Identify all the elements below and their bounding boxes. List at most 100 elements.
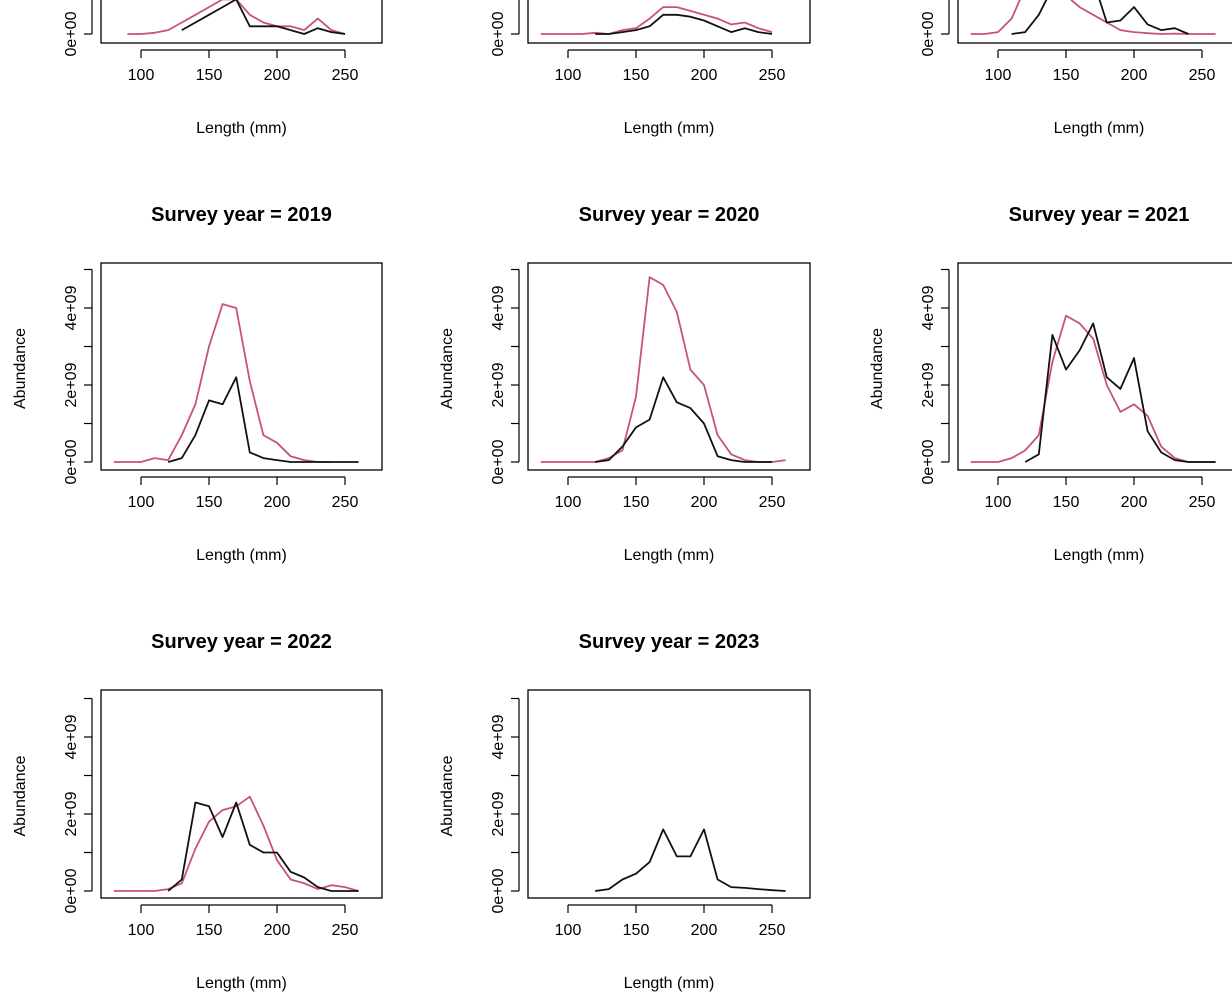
- x-tick-label: 200: [264, 67, 291, 84]
- x-tick-label: 250: [759, 922, 786, 939]
- panel-5: Survey year = 2020 100 150 200 250 Length (mm…: [439, 204, 811, 564]
- black-series-line: [595, 13, 773, 35]
- plot-frame: [100, 262, 383, 471]
- y-tick-label: 2e+09: [63, 362, 80, 407]
- x-tick-label: 150: [623, 494, 650, 511]
- panel-title: Survey year = 2022: [151, 631, 332, 653]
- x-tick-label: 250: [759, 494, 786, 511]
- red-series-line: [113, 303, 332, 463]
- black-series-line: [167, 801, 359, 892]
- x-tick-label: 200: [264, 494, 291, 511]
- black-series-line: [595, 376, 772, 463]
- plot-frame: [957, 0, 1232, 44]
- x-tick-label: 100: [555, 922, 582, 939]
- panel-6: Survey year = 2021 100 150 200 250 Length (mm…: [869, 204, 1232, 564]
- plot-frame: [527, 262, 811, 471]
- x-tick-label: 250: [332, 494, 359, 511]
- panel-title: Survey year = 2021: [1009, 204, 1190, 226]
- x-tick-label: 100: [128, 67, 155, 84]
- y-tick-label: 4e+09: [490, 285, 507, 330]
- y-axis-label: Abundance: [12, 328, 29, 409]
- black-series-line: [595, 828, 786, 892]
- panel-2: 100 150 200 250 Length (mm) 0e+00: [490, 0, 811, 137]
- x-axis-label: Length (mm): [624, 547, 715, 564]
- y-tick-label: 4e+09: [63, 285, 80, 330]
- x-tick-label: 100: [128, 494, 155, 511]
- red-series-line: [540, 276, 786, 463]
- y-tick-label: 0e+00: [490, 11, 507, 56]
- x-tick-label: 200: [691, 67, 718, 84]
- x-axis-label: Length (mm): [624, 975, 715, 992]
- x-tick-label: 250: [1189, 67, 1216, 84]
- x-tick-label: 150: [196, 922, 223, 939]
- x-tick-label: 250: [332, 67, 359, 84]
- x-tick-label: 200: [1121, 494, 1148, 511]
- plot-frame: [100, 689, 383, 899]
- x-axis-label: Length (mm): [196, 547, 287, 564]
- red-series-line: [970, 314, 1216, 463]
- black-series-line: [181, 0, 346, 35]
- x-tick-label: 150: [623, 67, 650, 84]
- y-tick-label: 4e+09: [63, 714, 80, 759]
- x-tick-label: 100: [128, 922, 155, 939]
- plot-frame: [100, 0, 383, 44]
- x-tick-label: 100: [555, 494, 582, 511]
- y-axis-label: Abundance: [439, 755, 456, 836]
- x-axis-label: Length (mm): [1054, 547, 1145, 564]
- x-tick-label: 150: [1053, 494, 1080, 511]
- y-tick-label: 2e+09: [490, 362, 507, 407]
- x-axis-label: Length (mm): [196, 975, 287, 992]
- x-tick-label: 150: [196, 494, 223, 511]
- panel-title: Survey year = 2019: [151, 204, 332, 226]
- red-series-line: [127, 0, 346, 35]
- y-axis-label: Abundance: [869, 328, 886, 409]
- x-tick-label: 200: [691, 922, 718, 939]
- y-tick-label: 0e+00: [63, 11, 80, 56]
- red-series-line: [540, 6, 773, 35]
- x-axis-label: Length (mm): [624, 120, 715, 137]
- y-tick-label: 0e+00: [63, 439, 80, 484]
- panel-4: Survey year = 2019 100 150 200 250 Length (mm…: [12, 204, 383, 564]
- plot-frame: [527, 0, 811, 44]
- y-tick-label: 0e+00: [920, 11, 937, 56]
- black-series-line: [1024, 322, 1216, 463]
- y-tick-label: 2e+09: [63, 791, 80, 836]
- red-series-line: [113, 795, 359, 892]
- y-tick-label: 0e+00: [920, 439, 937, 484]
- black-series-line: [167, 376, 359, 463]
- y-tick-label: 0e+00: [490, 439, 507, 484]
- y-axis-label: Abundance: [12, 755, 29, 836]
- y-tick-label: 2e+09: [920, 362, 937, 407]
- y-axis-label: Abundance: [439, 328, 456, 409]
- x-tick-label: 200: [1121, 67, 1148, 84]
- x-tick-label: 250: [1189, 494, 1216, 511]
- x-tick-label: 100: [985, 494, 1012, 511]
- y-tick-label: 2e+09: [490, 791, 507, 836]
- x-tick-label: 250: [759, 67, 786, 84]
- red-series-line: [970, 0, 1216, 35]
- panel-8: Survey year = 2023 100 150 200 250 Length (mm…: [439, 631, 811, 992]
- x-tick-label: 150: [623, 922, 650, 939]
- x-tick-label: 100: [985, 67, 1012, 84]
- x-axis-label: Length (mm): [1054, 120, 1145, 137]
- panel-7: Survey year = 2022 100 150 200 250 Length (mm…: [12, 631, 383, 992]
- plot-frame: [527, 689, 811, 899]
- x-tick-label: 200: [691, 494, 718, 511]
- y-tick-label: 0e+00: [63, 868, 80, 913]
- x-tick-label: 200: [264, 922, 291, 939]
- panel-1: 100 150 200 250 Length (mm) 0e+00: [63, 0, 383, 137]
- x-axis-label: Length (mm): [196, 120, 287, 137]
- y-tick-label: 0e+00: [490, 868, 507, 913]
- plot-frame: [957, 262, 1232, 471]
- x-tick-label: 150: [1053, 67, 1080, 84]
- black-series-line: [1011, 0, 1189, 35]
- x-tick-label: 250: [332, 922, 359, 939]
- x-tick-label: 100: [555, 67, 582, 84]
- panel-title: Survey year = 2023: [579, 631, 760, 653]
- panel-3: 100 150 200 250 Length (mm) 0e+00: [920, 0, 1232, 137]
- x-tick-label: 150: [196, 67, 223, 84]
- panel-title: Survey year = 2020: [579, 204, 760, 226]
- y-tick-label: 4e+09: [490, 714, 507, 759]
- y-tick-label: 4e+09: [920, 285, 937, 330]
